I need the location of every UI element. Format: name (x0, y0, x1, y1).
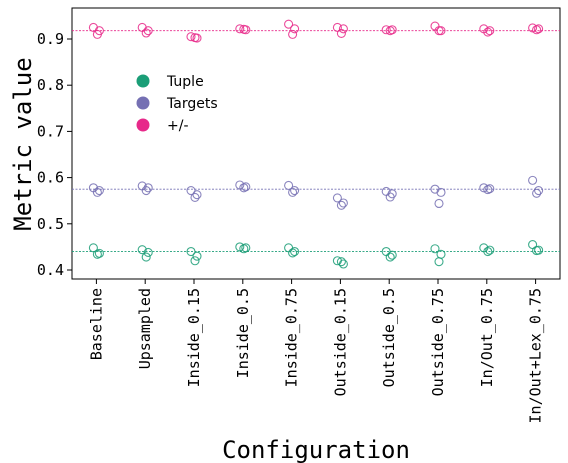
legend: Tuple Targets +/- (136, 74, 218, 134)
data-point (338, 198, 348, 208)
data-point (483, 27, 493, 37)
x-tick-label: Inside_0.15 (185, 288, 203, 387)
legend-label: +/- (167, 118, 189, 134)
x-tick-label: Inside_0.5 (234, 288, 252, 378)
x-axis-title: Configuration (222, 436, 410, 463)
data-point (284, 243, 294, 253)
data-point (186, 185, 196, 196)
data-point (288, 29, 298, 39)
reference-lines (72, 30, 560, 252)
x-tick-label: In/Out_0.75 (478, 288, 496, 387)
data-point (92, 29, 102, 39)
data-point (290, 246, 300, 257)
data-point (284, 180, 294, 191)
data-point (141, 185, 151, 196)
data-point (143, 247, 153, 257)
data-point (94, 185, 104, 196)
data-point (92, 249, 102, 259)
data-point (137, 245, 147, 255)
data-point (534, 185, 544, 196)
data-point (338, 259, 348, 269)
data-point (336, 257, 346, 267)
data-point (288, 248, 298, 258)
data-point (483, 246, 493, 257)
data-point (190, 256, 200, 266)
data-point (436, 187, 446, 197)
data-point (434, 257, 444, 267)
data-point (143, 183, 153, 193)
data-point (192, 251, 202, 261)
data-point (434, 198, 444, 209)
plot-area-frame (71, 7, 561, 280)
data-point (332, 193, 342, 203)
data-point (88, 243, 98, 253)
data-point (528, 175, 538, 185)
x-tick-label: Outside_0.15 (331, 288, 349, 396)
data-point (532, 25, 542, 35)
data-point (532, 246, 542, 256)
data-point (239, 183, 249, 193)
y-tick-label: 0.5 (37, 215, 64, 233)
x-axis-ticks: Baseline Upsampled Inside_0.15 Inside_0.5 In… (87, 279, 545, 423)
data-point (192, 190, 202, 200)
data-point (485, 245, 495, 255)
legend-label: Targets (166, 96, 218, 112)
data-point (387, 250, 397, 260)
data-point (430, 244, 440, 254)
data-point (385, 252, 395, 262)
data-point (284, 19, 294, 29)
y-tick-label: 0.4 (37, 261, 64, 279)
data-point (381, 246, 391, 257)
y-tick-label: 0.8 (37, 76, 64, 94)
legend-marker (136, 118, 150, 132)
data-point (190, 192, 200, 203)
data-point (186, 246, 196, 257)
x-tick-label: Upsampled (136, 288, 154, 369)
data-point (92, 187, 102, 197)
data-point (239, 24, 249, 34)
data-point (336, 28, 346, 39)
data-point (336, 200, 346, 210)
data-point (385, 192, 395, 202)
data-point (141, 252, 151, 262)
x-tick-label: In/Out+Lex_0.75 (527, 288, 545, 423)
data-point (190, 33, 200, 43)
data-points (88, 19, 544, 269)
x-tick-label: Outside_0.75 (429, 288, 447, 396)
x-tick-label: Baseline (87, 288, 105, 360)
y-tick-label: 0.7 (37, 122, 64, 140)
y-tick-label: 0.6 (37, 169, 64, 187)
data-point (288, 187, 298, 197)
x-tick-label: Inside_0.75 (283, 288, 301, 387)
legend-marker (136, 96, 150, 110)
data-point (485, 26, 495, 36)
data-point (186, 32, 196, 42)
data-point (338, 24, 348, 34)
y-tick-label: 0.9 (37, 30, 64, 48)
data-point (385, 26, 395, 36)
data-point (141, 28, 151, 38)
legend-label: Tuple (166, 74, 204, 90)
data-point (235, 24, 245, 34)
legend-marker (136, 74, 150, 88)
x-tick-label: Outside_0.5 (380, 288, 398, 387)
data-point (381, 25, 391, 35)
data-point (143, 26, 153, 36)
data-point (290, 185, 300, 196)
data-point (532, 188, 542, 198)
data-point (290, 24, 300, 34)
data-point (434, 26, 444, 36)
y-axis-title: Metric value (9, 57, 37, 230)
y-axis-ticks: 0.4 0.5 0.6 0.7 0.8 0.9 (37, 30, 72, 279)
data-point (239, 244, 249, 254)
data-point (483, 185, 493, 195)
